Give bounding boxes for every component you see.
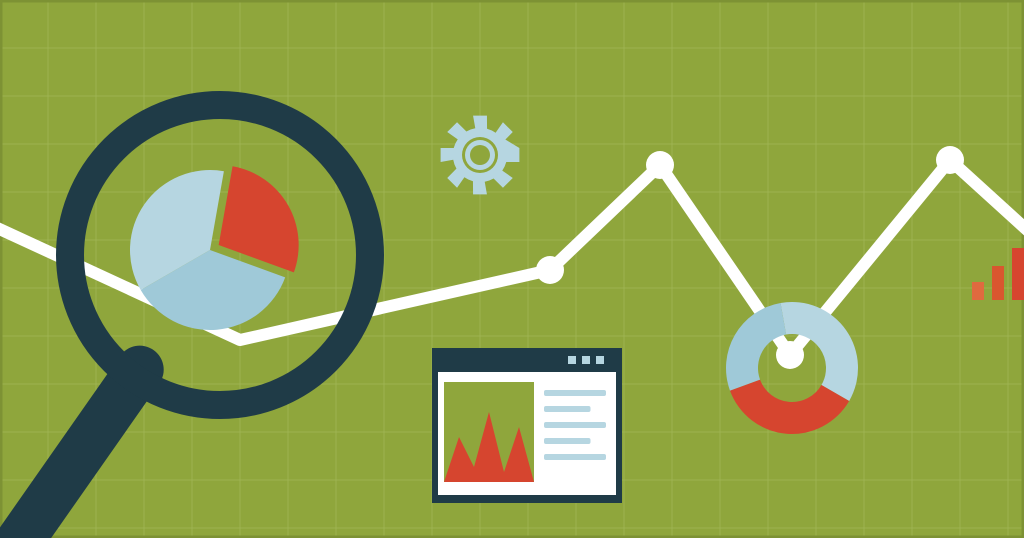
analytics-infographic — [0, 0, 1024, 538]
pie-chart — [0, 0, 1024, 538]
